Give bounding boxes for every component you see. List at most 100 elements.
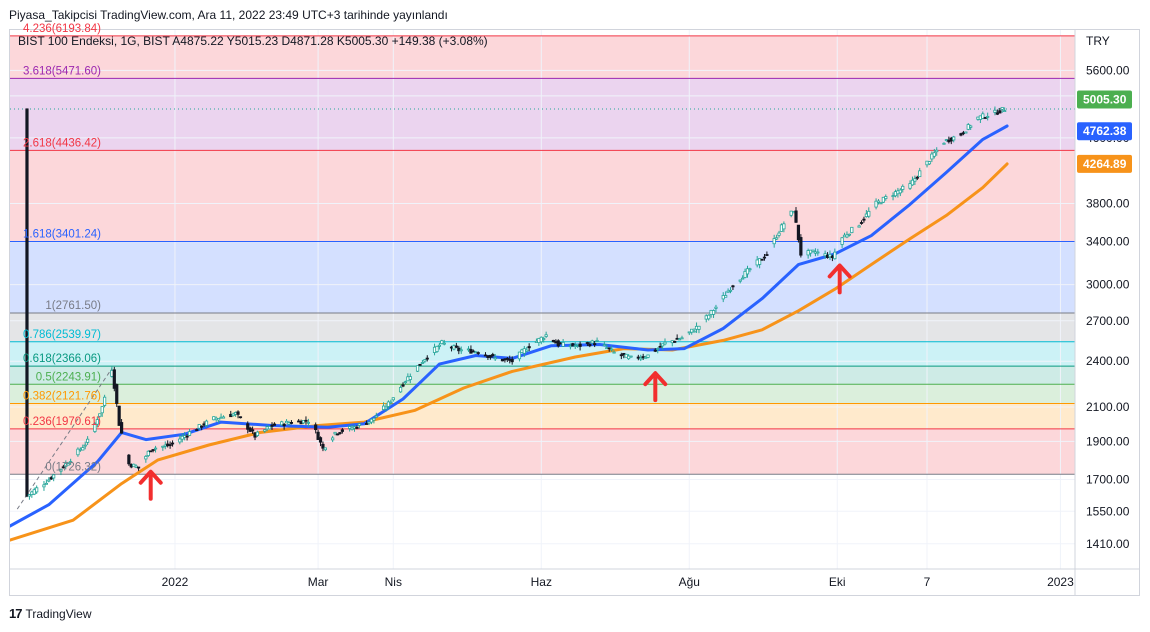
y-tick-label-8: 2100.00: [1086, 400, 1130, 414]
candle-body-29: [119, 422, 124, 434]
candle-body-112: [403, 381, 408, 384]
fib-label-2: 2.618(4436.42): [23, 137, 101, 149]
candle-body-282: [981, 113, 985, 119]
candle-body-288: [1000, 107, 1004, 110]
candle-body-252: [879, 202, 883, 205]
candle-body-10: [59, 468, 63, 472]
candle-body-84: [306, 421, 310, 424]
candle-body-279: [969, 125, 973, 128]
candle-body-237: [828, 253, 832, 258]
candle-body-145: [517, 351, 522, 360]
candle-body-194: [680, 337, 684, 340]
candle-body-102: [369, 418, 374, 423]
tv-logo-icon: 17: [9, 606, 23, 621]
candle-body-179: [629, 355, 633, 358]
candle-body-235: [823, 253, 827, 257]
candle-body-286: [995, 112, 999, 115]
candle-body-44: [170, 442, 175, 445]
candle-body-75: [280, 421, 284, 426]
candle-body-189: [663, 341, 667, 345]
red-arrow-2: [827, 263, 852, 295]
candle-body-85: [314, 424, 318, 431]
candle-body-244: [850, 226, 854, 234]
candle-body-18: [83, 444, 87, 447]
candle-body-213: [745, 268, 750, 275]
candle-body-168: [593, 343, 597, 346]
candle-body-134: [476, 352, 480, 354]
candle-body-210: [738, 279, 742, 282]
candle-body-122: [437, 344, 441, 347]
candle-body-77: [284, 420, 289, 424]
candle-body-142: [505, 358, 509, 360]
fib-label-6: 0.618(2366.06): [23, 353, 101, 365]
fib-zone-5: [10, 341, 1075, 367]
candle-body-36: [146, 450, 150, 456]
candle-body-9: [52, 474, 56, 479]
candle-body-127: [454, 345, 458, 348]
candle-body-35: [144, 456, 148, 460]
candle-body-104: [374, 415, 378, 418]
ma-slow-line: [10, 162, 1009, 542]
candle-body-186: [656, 348, 660, 350]
fib-label-10: 0(1726.32): [45, 461, 101, 473]
candle-body-173: [610, 348, 614, 351]
candle-body-162: [573, 345, 577, 348]
candle-body-251: [876, 200, 881, 203]
candle-body-39: [153, 447, 158, 450]
candle-body-87: [318, 437, 323, 443]
candle-body-119: [425, 357, 429, 360]
candle-body-63: [236, 411, 240, 415]
candle-body-284: [986, 116, 990, 118]
candle-body-108: [389, 401, 393, 404]
fib-zone-6: [10, 366, 1075, 385]
red-arrow-1: [643, 371, 668, 403]
candle-body-227: [794, 210, 798, 223]
candle-body-93: [338, 432, 342, 434]
candle-body-216: [758, 258, 762, 265]
candle-body-69: [255, 431, 260, 436]
candle-body-221: [775, 237, 779, 240]
candle-body-250: [874, 200, 878, 208]
fib-label-5: 0.786(2539.97): [23, 329, 101, 341]
plot-area: [10, 30, 1075, 569]
candle-body-259: [901, 185, 905, 190]
candle-body-253: [881, 196, 885, 203]
fib-zone-1: [10, 78, 1075, 151]
red-arrow-0: [138, 469, 163, 501]
fib-zone-0: [10, 35, 1075, 79]
candle-body-224: [782, 223, 786, 230]
candle-body-13: [66, 463, 70, 466]
candle-body-206: [724, 295, 728, 298]
candle-body-118: [423, 359, 427, 362]
y-tick-label-6: 2700.00: [1086, 314, 1130, 328]
candle-body-155: [551, 339, 556, 343]
candle-body-175: [619, 354, 623, 357]
candle-body-165: [585, 342, 589, 344]
tradingview-logo[interactable]: 17 TradingView: [9, 606, 92, 621]
candle-body-109: [391, 397, 395, 401]
candle-body-225: [789, 210, 793, 216]
y-tick-label-11: 1550.00: [1086, 504, 1130, 518]
candle-body-45: [178, 438, 182, 443]
candle-body-212: [743, 270, 747, 278]
candle-body-73: [270, 424, 274, 427]
candle-body-211: [741, 277, 745, 280]
candle-body-98: [355, 426, 359, 429]
candle-body-107: [386, 401, 391, 407]
publish-header: Piyasa_Takipcisi TradingView.com, Ara 11…: [9, 8, 448, 22]
candle-body-67: [250, 429, 255, 432]
candle-body-161: [571, 343, 575, 347]
candle-body-246: [859, 222, 864, 224]
candle-body-261: [910, 179, 915, 186]
candle-body-89: [323, 447, 327, 451]
candle-body-5: [42, 484, 46, 488]
candle-body-169: [595, 339, 599, 342]
candle-body-159: [561, 341, 565, 347]
candle-body-254: [884, 196, 888, 199]
fib-zone-8: [10, 403, 1075, 429]
candle-body-266: [927, 161, 932, 165]
candle-body-138: [491, 354, 495, 357]
candle-body-185: [653, 349, 657, 352]
candle-body-209: [731, 285, 735, 288]
